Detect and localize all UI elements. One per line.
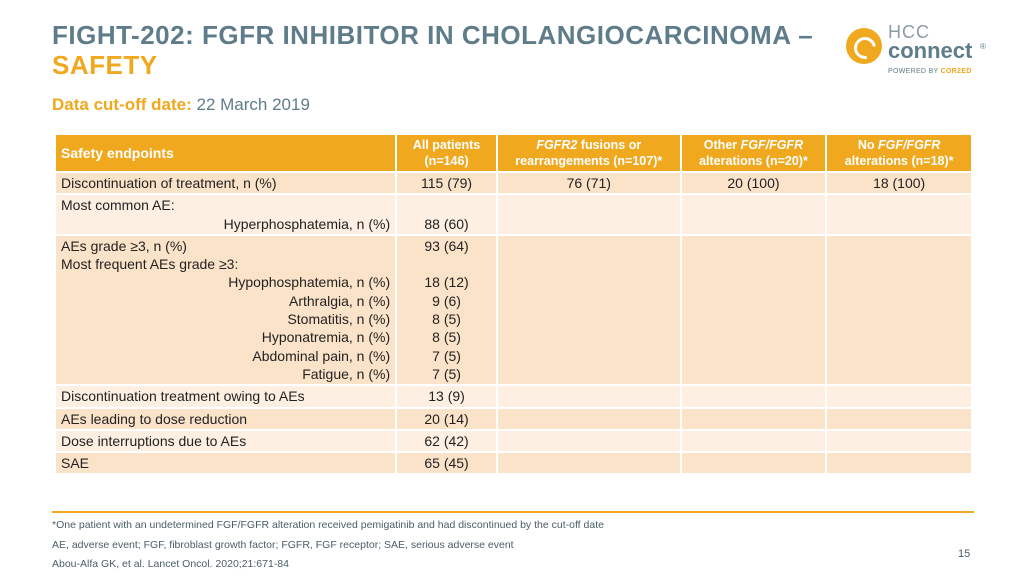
row-label: Dose interruptions due to AEs	[56, 430, 396, 452]
cell-all: 62 (42)	[397, 430, 496, 452]
cutoff-date: Data cut-off date: 22 March 2019	[52, 95, 310, 115]
logo-cor2ed: COR2ED	[940, 68, 972, 75]
logo-registered: ®	[980, 42, 986, 51]
cell-all: 13 (9)	[397, 386, 496, 407]
table-row: SAE 65 (45)	[56, 453, 971, 474]
cell-none: 18 (100)	[827, 173, 971, 194]
footnote-undetermined: *One patient with an undetermined FGF/FG…	[52, 519, 604, 531]
table-row: Discontinuation treatment owing to AEs 1…	[56, 386, 971, 407]
row-label: AEs leading to dose reduction	[56, 408, 396, 429]
header-fgfr2: FGFR2 fusions or rearrangements (n=107)*	[497, 135, 680, 171]
table-row: Most common AE: Hyperphosphatemia, n (%)…	[56, 195, 971, 234]
logo-powered-by: POWERED BY COR2ED	[888, 68, 972, 75]
row-label: AEs grade ≥3, n (%) Most frequent AEs gr…	[56, 235, 396, 385]
table-row: AEs grade ≥3, n (%) Most frequent AEs gr…	[56, 235, 971, 385]
table-row: AEs leading to dose reduction 20 (14)	[56, 408, 971, 429]
footer-divider	[52, 511, 974, 513]
cell-all: 115 (79)	[397, 173, 496, 194]
cell-fgfr2: 76 (71)	[497, 173, 680, 194]
row-label: SAE	[56, 453, 396, 474]
hcc-connect-logo: HCC connect ® POWERED BY COR2ED	[846, 22, 986, 80]
header-no-fgf: No FGF/FGFR alterations (n=18)*	[827, 135, 971, 171]
page-number: 15	[958, 548, 971, 560]
table-header-row: Safety endpoints All patients (n=146) FGF…	[56, 135, 971, 171]
cell-all: 65 (45)	[397, 453, 496, 474]
slide-title: FIGHT-202: FGFR INHIBITOR IN CHOLANGIOCA…	[52, 20, 832, 80]
cell-all: 93 (64) 18 (12) 9 (6) 8 (5) 8 (5) 7 (5) …	[397, 235, 496, 385]
row-label: Discontinuation treatment owing to AEs	[56, 386, 396, 407]
footnote-reference: Abou-Alfa GK, et al. Lancet Oncol. 2020;…	[52, 558, 289, 570]
cell-other: 20 (100)	[681, 173, 826, 194]
slide-title-accent: SAFETY	[52, 50, 158, 80]
logo-connect: connect	[888, 38, 973, 63]
header-safety-endpoints: Safety endpoints	[56, 135, 396, 171]
cell-all: 20 (14)	[397, 408, 496, 429]
slide-title-main: FIGHT-202: FGFR INHIBITOR IN CHOLANGIOCA…	[52, 20, 814, 50]
logo-mark-icon	[846, 28, 882, 64]
header-other-fgf: Other FGF/FGFR alterations (n=20)*	[681, 135, 826, 171]
cutoff-date-label: Data cut-off date:	[52, 95, 192, 114]
row-label: Most common AE: Hyperphosphatemia, n (%)	[56, 195, 396, 234]
table-row: Dose interruptions due to AEs 62 (42)	[56, 430, 971, 452]
header-all-patients: All patients (n=146)	[397, 135, 496, 171]
row-label: Discontinuation of treatment, n (%)	[56, 173, 396, 194]
safety-table: Safety endpoints All patients (n=146) FGF…	[54, 133, 973, 475]
logo-hcc: HCC	[888, 22, 930, 42]
cell-all: 88 (60)	[397, 195, 496, 234]
cutoff-date-value: 22 March 2019	[191, 95, 310, 114]
footnote-abbreviations: AE, adverse event; FGF, fibroblast growt…	[52, 539, 514, 551]
table-row: Discontinuation of treatment, n (%) 115 …	[56, 173, 971, 194]
